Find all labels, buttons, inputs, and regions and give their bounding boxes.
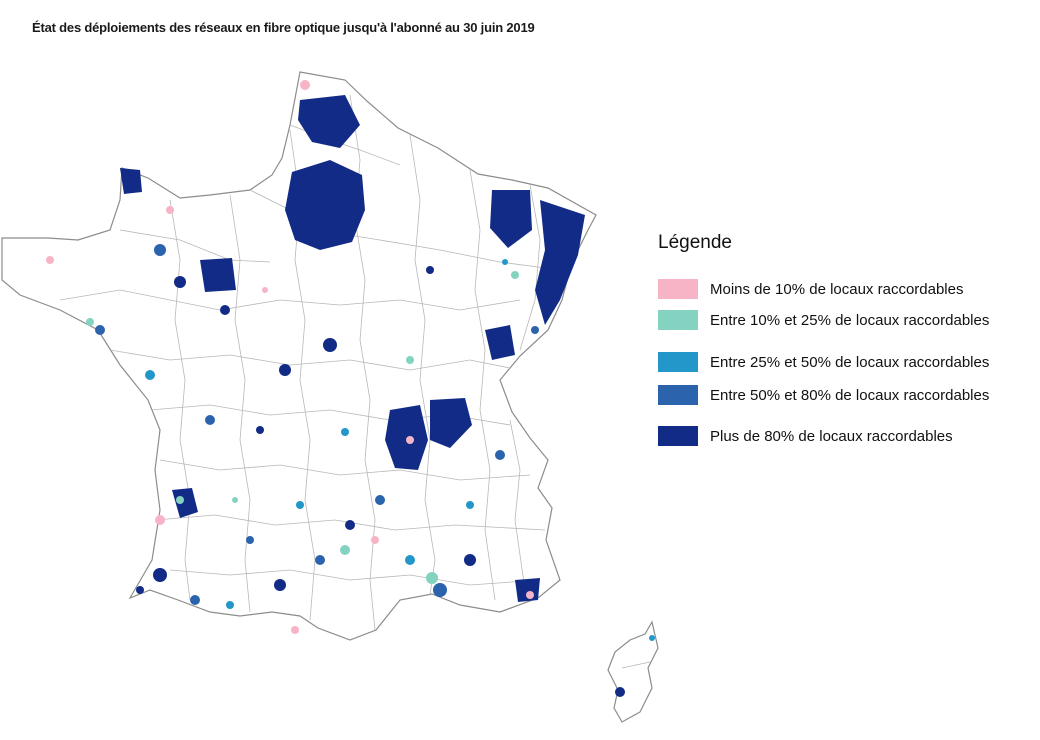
area-alsace xyxy=(535,200,585,325)
areas-50-80 xyxy=(95,244,539,605)
legend-item-10-25: Entre 10% et 25% de locaux raccordables xyxy=(658,309,1033,331)
area-spot xyxy=(345,520,355,530)
area-spot xyxy=(174,276,186,288)
area-spot xyxy=(405,555,415,565)
area-spot xyxy=(526,591,534,599)
area-spot xyxy=(406,356,414,364)
legend-swatch xyxy=(658,385,698,405)
area-spot xyxy=(46,256,54,264)
area-spot xyxy=(274,579,286,591)
legend: Légende Moins de 10% de locaux raccordab… xyxy=(658,232,1033,447)
legend-item-25-50: Entre 25% et 50% de locaux raccordables xyxy=(658,351,1033,373)
area-lille xyxy=(298,95,360,148)
area-spot xyxy=(426,572,438,584)
area-spot xyxy=(246,536,254,544)
legend-label: Entre 25% et 50% de locaux raccordables xyxy=(710,353,990,371)
area-spot xyxy=(86,318,94,326)
area-spot xyxy=(153,568,167,582)
area-spot xyxy=(256,426,264,434)
area-spot xyxy=(375,495,385,505)
area-brittany-west xyxy=(120,168,142,194)
area-spot xyxy=(136,586,144,594)
area-spot xyxy=(279,364,291,376)
area-spot xyxy=(262,287,268,293)
area-spot xyxy=(190,595,200,605)
legend-label: Moins de 10% de locaux raccordables xyxy=(710,280,964,298)
corsica-outline xyxy=(607,620,659,723)
areas-10-25 xyxy=(86,271,519,584)
area-spot xyxy=(615,687,625,697)
area-lorraine xyxy=(490,190,532,248)
legend-item-over-80: Plus de 80% de locaux raccordables xyxy=(658,425,1033,447)
areas-under-10 xyxy=(46,80,534,634)
area-spot xyxy=(154,244,166,256)
area-spot xyxy=(406,436,414,444)
area-normandy xyxy=(200,258,236,292)
area-bordeaux xyxy=(172,488,198,518)
legend-swatch xyxy=(658,352,698,372)
area-nice xyxy=(515,578,540,602)
legend-swatch xyxy=(658,310,698,330)
area-spot xyxy=(145,370,155,380)
legend-label: Entre 50% et 80% de locaux raccordables xyxy=(710,386,990,404)
areas-25-50 xyxy=(145,259,655,641)
area-spot xyxy=(495,450,505,460)
area-spot xyxy=(511,271,519,279)
area-spot xyxy=(649,635,655,641)
area-spot xyxy=(300,80,310,90)
area-paris xyxy=(285,160,365,250)
area-spot xyxy=(323,338,337,352)
legend-swatch xyxy=(658,426,698,446)
area-spot xyxy=(371,536,379,544)
area-spot xyxy=(426,266,434,274)
area-spot xyxy=(226,601,234,609)
area-lyon xyxy=(385,405,428,470)
area-spot xyxy=(232,497,238,503)
legend-swatch xyxy=(658,279,698,299)
legend-item-50-80: Entre 50% et 80% de locaux raccordables xyxy=(658,384,1033,406)
area-rhone-alpes xyxy=(430,398,472,448)
legend-label: Entre 10% et 25% de locaux raccordables xyxy=(710,311,990,329)
area-spot xyxy=(220,305,230,315)
area-spot xyxy=(433,583,447,597)
area-spot xyxy=(315,555,325,565)
area-spot xyxy=(205,415,215,425)
area-spot xyxy=(466,501,474,509)
deployment-areas xyxy=(46,80,655,697)
corsica xyxy=(607,620,659,723)
legend-item-under-10: Moins de 10% de locaux raccordables xyxy=(658,278,1033,300)
legend-label: Plus de 80% de locaux raccordables xyxy=(710,427,953,445)
area-doubs xyxy=(485,325,515,360)
area-spot xyxy=(464,554,476,566)
areas-over-80 xyxy=(120,95,625,697)
area-spot xyxy=(531,326,539,334)
area-spot xyxy=(341,428,349,436)
legend-title: Légende xyxy=(658,232,732,253)
area-spot xyxy=(291,626,299,634)
area-spot xyxy=(95,325,105,335)
area-spot xyxy=(340,545,350,555)
area-spot xyxy=(176,496,184,504)
area-spot xyxy=(166,206,174,214)
area-spot xyxy=(155,515,165,525)
area-spot xyxy=(296,501,304,509)
map-title: État des déploiements des réseaux en fib… xyxy=(32,20,535,35)
area-spot xyxy=(502,259,508,265)
